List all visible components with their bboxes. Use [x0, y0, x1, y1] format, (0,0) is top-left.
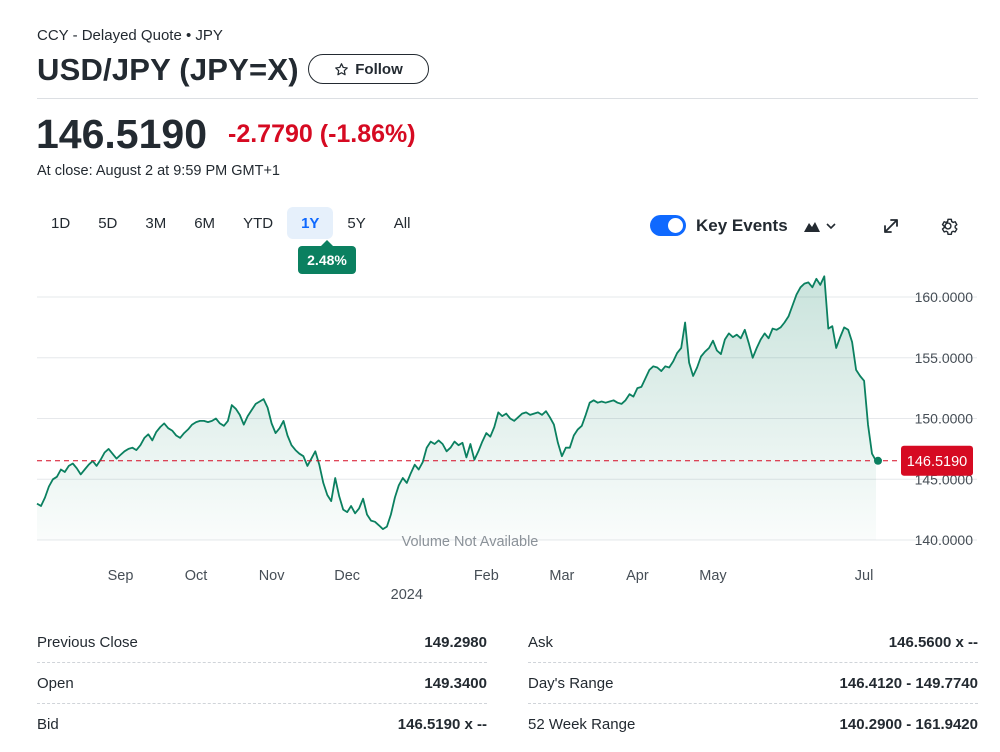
stat-label: 52 Week Range [528, 716, 636, 733]
last-price-dot [874, 456, 882, 465]
range-5y[interactable]: 5Y [347, 214, 366, 232]
performance-badge: 2.48% [298, 240, 356, 274]
price-chart[interactable]: 160.0000155.0000150.0000145.0000140.0000… [0, 240, 1000, 610]
price-area [37, 276, 876, 540]
stat-label: Bid [37, 716, 59, 733]
last-price-tag [901, 445, 973, 476]
range-selector: 1D 5D 3M 6M YTD 1Y 5Y All [37, 207, 424, 239]
volume-note: Volume Not Available [402, 534, 539, 550]
y-tick-label: 155.0000 [915, 350, 974, 366]
follow-label: Follow [355, 60, 403, 78]
header-divider [37, 98, 978, 99]
year-label: 2024 [391, 587, 423, 603]
range-1y[interactable]: 1Y [287, 207, 334, 239]
chart-type-selector[interactable] [804, 216, 844, 236]
range-all[interactable]: All [393, 214, 411, 232]
y-tick-label: 140.0000 [915, 532, 974, 548]
range-1d[interactable]: 1D [51, 214, 71, 232]
fullscreen-button[interactable] [879, 214, 903, 238]
range-6m[interactable]: 6M [194, 214, 216, 232]
stat-row: Ask 146.5600 x -- [528, 622, 978, 663]
page-title: USD/JPY (JPY=X) [37, 52, 299, 87]
y-tick-label: 150.0000 [915, 411, 974, 427]
stat-row: Day's Range 146.4120 - 149.7740 [528, 663, 978, 704]
quote-subtitle: CCY - Delayed Quote • JPY [37, 27, 223, 44]
stat-row: 52 Week Range 140.2900 - 161.9420 [528, 704, 978, 745]
follow-button[interactable]: Follow [308, 54, 429, 84]
x-tick-label: Jul [855, 568, 874, 584]
stat-value: 146.4120 - 149.7740 [839, 674, 978, 692]
stat-row: Previous Close 149.2980 [37, 622, 487, 663]
stat-value: 149.3400 [424, 674, 487, 692]
stat-label: Open [37, 674, 74, 692]
x-tick-label: Feb [474, 568, 499, 584]
x-tick-label: Mar [549, 568, 574, 584]
price-change: -2.7790 (-1.86%) [228, 120, 416, 149]
settings-button[interactable] [936, 214, 960, 238]
x-tick-label: Dec [334, 568, 360, 584]
stat-value: 140.2900 - 161.9420 [839, 716, 978, 733]
stat-value: 149.2980 [424, 633, 487, 651]
close-info: At close: August 2 at 9:59 PM GMT+1 [37, 163, 280, 179]
gear-icon [941, 218, 958, 236]
stat-label: Previous Close [37, 633, 138, 651]
change-value: -2.7790 [228, 120, 313, 148]
key-events-label: Key Events [696, 216, 788, 235]
x-tick-label: Sep [108, 568, 134, 584]
stat-label: Day's Range [528, 674, 614, 692]
key-events-toggle[interactable] [650, 215, 686, 236]
x-tick-label: Nov [259, 568, 286, 584]
last-price-label: 146.5190 [907, 454, 967, 470]
x-tick-label: Oct [185, 568, 208, 584]
range-5d[interactable]: 5D [98, 214, 118, 232]
mountain-chart-icon [804, 222, 820, 232]
stat-label: Ask [528, 633, 554, 651]
stat-value: 146.5600 x -- [888, 633, 978, 651]
expand-icon [884, 219, 898, 233]
price-line [36, 275, 877, 530]
stat-row: Bid 146.5190 x -- [37, 704, 487, 745]
stat-value: 146.5190 x -- [397, 716, 487, 733]
range-3m[interactable]: 3M [145, 214, 167, 232]
x-tick-label: Apr [626, 568, 649, 584]
stat-row: Open 149.3400 [37, 663, 487, 704]
x-tick-label: May [699, 568, 727, 584]
star-icon [335, 62, 349, 75]
change-percent: (-1.86%) [319, 120, 416, 148]
current-price: 146.5190 [36, 111, 208, 157]
y-tick-label: 160.0000 [915, 289, 974, 305]
range-ytd[interactable]: YTD [243, 214, 274, 232]
chevron-down-icon [826, 223, 836, 230]
